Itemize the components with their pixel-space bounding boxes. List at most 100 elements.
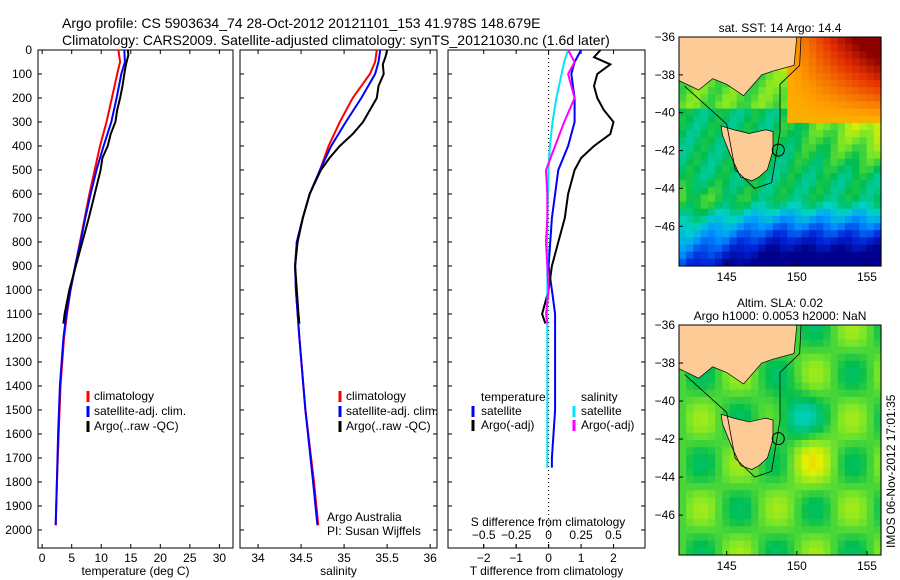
panel-salinity bbox=[239, 49, 438, 549]
map-cell bbox=[823, 215, 832, 224]
map-cell bbox=[693, 454, 702, 463]
map-cell bbox=[830, 180, 839, 188]
map-cell bbox=[700, 237, 709, 246]
map-cell bbox=[787, 396, 796, 405]
map-cell bbox=[794, 540, 803, 549]
map-cell bbox=[693, 511, 702, 520]
map-cell bbox=[873, 58, 882, 67]
map-cell bbox=[808, 223, 817, 231]
map-cell bbox=[765, 194, 774, 203]
map-cell bbox=[787, 258, 796, 267]
map-cell bbox=[751, 251, 759, 260]
map-cell bbox=[830, 108, 839, 117]
map-cell bbox=[686, 389, 695, 398]
map-cell bbox=[859, 194, 868, 203]
map-y-tick-label: −38 bbox=[655, 68, 676, 82]
map-cell bbox=[837, 180, 846, 188]
map-cell bbox=[873, 511, 882, 520]
map-cell bbox=[765, 547, 774, 556]
map-cell bbox=[837, 194, 846, 203]
map-cell bbox=[794, 440, 803, 448]
map-cell bbox=[715, 440, 723, 448]
map-cell bbox=[722, 404, 731, 412]
map-cell bbox=[844, 511, 853, 520]
map-cell bbox=[715, 511, 723, 520]
map-cell bbox=[700, 490, 709, 499]
map-cell bbox=[808, 346, 817, 355]
map-cell bbox=[837, 540, 846, 549]
map-cell bbox=[743, 251, 752, 260]
map-cell bbox=[715, 418, 723, 427]
map-cell bbox=[787, 108, 796, 117]
map-cell bbox=[729, 187, 738, 196]
map-cell bbox=[837, 382, 846, 391]
map-cell bbox=[707, 258, 716, 267]
map-cell bbox=[816, 547, 824, 556]
map-cell bbox=[873, 468, 882, 477]
map-cell bbox=[722, 87, 731, 95]
map-cell bbox=[801, 244, 810, 253]
map-cell bbox=[693, 418, 702, 427]
map-cell bbox=[765, 375, 774, 384]
map-cell bbox=[794, 346, 803, 355]
map-cell bbox=[873, 94, 882, 103]
map-cell bbox=[772, 158, 781, 167]
map-cell bbox=[686, 137, 695, 145]
map-cell bbox=[823, 230, 832, 238]
map-cell bbox=[707, 497, 716, 506]
map-cell bbox=[787, 173, 796, 181]
map-cell bbox=[780, 194, 788, 203]
map-cell bbox=[765, 396, 774, 405]
y-tick-label: 1900 bbox=[5, 499, 32, 513]
map-cell bbox=[808, 475, 817, 484]
map-cell bbox=[787, 165, 796, 174]
map-cell bbox=[852, 547, 860, 556]
map-cell bbox=[772, 375, 781, 384]
map-cell bbox=[686, 382, 695, 391]
map-cell bbox=[772, 258, 781, 267]
map-cell bbox=[830, 44, 839, 52]
map-cell bbox=[686, 230, 695, 238]
map-cell bbox=[772, 547, 781, 556]
map-cell bbox=[808, 51, 817, 60]
map-cell bbox=[830, 468, 839, 477]
map-cell bbox=[816, 332, 824, 340]
map-cell bbox=[866, 339, 875, 348]
map-axes-box bbox=[678, 324, 882, 556]
map-cell bbox=[700, 411, 709, 420]
map-cell bbox=[801, 94, 810, 103]
map-cell bbox=[780, 490, 788, 499]
map-cell bbox=[866, 215, 875, 224]
x-tick-label: 35.5 bbox=[375, 551, 399, 565]
map-cell bbox=[679, 230, 687, 238]
x-tick-label: 34.5 bbox=[289, 551, 313, 565]
map-cell bbox=[794, 130, 803, 138]
argo-position-marker bbox=[771, 143, 785, 157]
map-cell bbox=[700, 547, 709, 556]
map-cell bbox=[743, 101, 752, 110]
map-cell bbox=[816, 533, 824, 542]
map-cell bbox=[707, 425, 716, 434]
map-cell bbox=[873, 411, 882, 420]
map-cell bbox=[844, 122, 853, 131]
map-cell bbox=[758, 251, 767, 260]
map-cell bbox=[852, 332, 860, 340]
map-cell bbox=[700, 432, 709, 441]
map-cell bbox=[801, 375, 810, 384]
map-cell bbox=[830, 382, 839, 391]
map-cell bbox=[823, 79, 832, 88]
map-cell bbox=[852, 58, 860, 67]
map-cell bbox=[743, 201, 752, 210]
map-cell bbox=[679, 87, 687, 95]
map-cell bbox=[729, 237, 738, 246]
map-cell bbox=[823, 483, 832, 491]
map-cell bbox=[787, 101, 796, 110]
map-cell bbox=[743, 223, 752, 231]
map-cell bbox=[772, 468, 781, 477]
map-cell bbox=[722, 375, 731, 384]
map-cell bbox=[693, 244, 702, 253]
map-cell bbox=[866, 475, 875, 484]
map-cell bbox=[801, 418, 810, 427]
map-cell bbox=[787, 418, 796, 427]
map-cell bbox=[751, 87, 759, 95]
